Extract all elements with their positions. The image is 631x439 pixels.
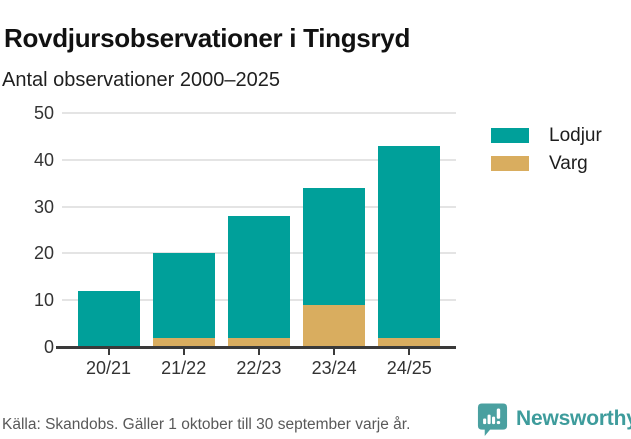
y-axis-tick-label: 10 (33, 290, 54, 311)
x-axis-tick (408, 348, 411, 355)
legend-swatch-lodjur (491, 128, 529, 143)
x-axis-tick-label: 24/25 (386, 358, 432, 378)
legend-label-lodjur: Lodjur (549, 124, 602, 146)
bar-segment-varg-23-24 (303, 304, 366, 347)
y-axis-tick-label: 40 (33, 149, 54, 170)
x-axis-tick (182, 348, 185, 355)
source-note: Källa: Skandobs. Gäller 1 oktober till 3… (2, 416, 411, 433)
chart-title: Rovdjursobservationer i Tingsryd (4, 23, 411, 54)
x-axis-tick (107, 348, 110, 355)
chart-legend: Lodjur Varg (491, 125, 602, 184)
newsworthy-logo-icon (477, 403, 508, 436)
x-axis-tick-label: 21/22 (161, 358, 207, 378)
y-axis-tick-label: 50 (33, 103, 54, 123)
gridline-30 (62, 205, 456, 208)
gridline-50 (62, 112, 456, 114)
x-axis-tick-label: 23/24 (311, 358, 357, 378)
legend-item-varg: Varg (491, 153, 602, 174)
bar-segment-lodjur-23-24 (303, 187, 366, 305)
x-axis-tick (257, 348, 260, 355)
x-axis-tick (333, 348, 336, 355)
y-axis-tick-label: 20 (33, 243, 54, 264)
x-axis-line (56, 346, 456, 349)
chart-subtitle: Antal observationer 2000–2025 (2, 69, 280, 91)
gridline-40 (62, 158, 456, 161)
y-axis-tick-label: 0 (43, 337, 54, 357)
bar-segment-lodjur-24-25 (378, 145, 441, 338)
x-axis-tick-label: 22/23 (236, 358, 282, 378)
bar-segment-lodjur-21-22 (152, 253, 215, 338)
bar-segment-lodjur-22-23 (227, 215, 290, 338)
bar-segment-varg-24-25 (378, 337, 441, 347)
legend-swatch-varg (491, 156, 529, 171)
newsworthy-brand-link[interactable]: Newsworthy (476, 401, 631, 437)
bar-segment-varg-21-22 (152, 337, 215, 347)
legend-label-varg: Varg (549, 152, 588, 174)
bar-segment-varg-22-23 (227, 337, 290, 347)
legend-item-lodjur: Lodjur (491, 125, 602, 146)
x-axis-tick-label: 20/21 (85, 358, 132, 378)
y-axis-tick-label: 30 (33, 196, 54, 217)
bar-segment-lodjur-20-21 (77, 290, 140, 347)
newsworthy-wordmark: Newsworthy (516, 407, 631, 430)
